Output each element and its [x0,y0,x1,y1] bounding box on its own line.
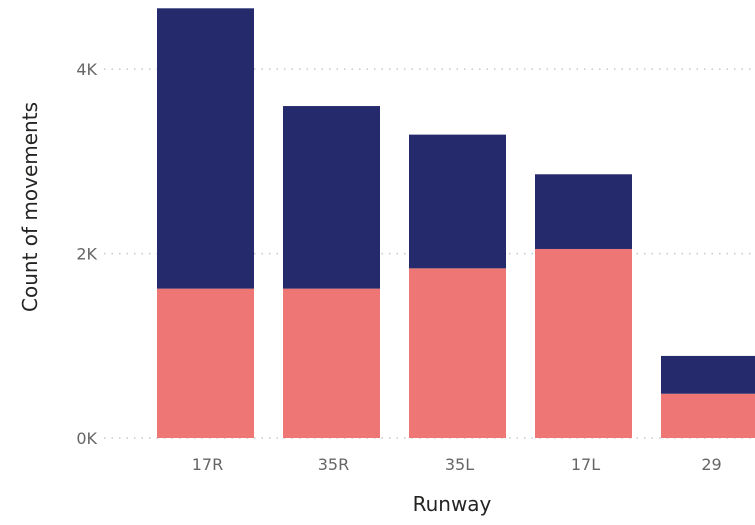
bar-segment[interactable] [535,174,632,249]
x-tick-label: 29 [701,455,721,474]
bar-segment[interactable] [535,248,632,438]
bar-segment[interactable] [157,8,254,289]
bars [157,8,755,438]
bar-segment[interactable] [409,134,506,269]
bar-segment[interactable] [409,268,506,438]
bar-segment[interactable] [283,288,380,438]
bar-segment[interactable] [661,393,755,438]
y-tick-label: 0K [76,429,97,448]
x-tick-label: 17L [571,455,600,474]
x-axis-title: Runway [413,492,492,516]
bar-segment[interactable] [661,355,755,394]
bar-segment[interactable] [283,106,380,289]
x-tick-label: 35R [318,455,349,474]
x-tick-label: 17R [192,455,223,474]
y-axis-title: Count of movements [18,102,42,312]
y-tick-label: 2K [76,245,97,264]
y-axis-ticks: 0K 2K 4K [76,60,97,448]
x-axis-ticks: 17R 35R 35L 17L 29 [192,455,722,474]
x-tick-label: 35L [445,455,474,474]
bar-segment[interactable] [157,288,254,438]
y-tick-label: 4K [76,60,97,79]
